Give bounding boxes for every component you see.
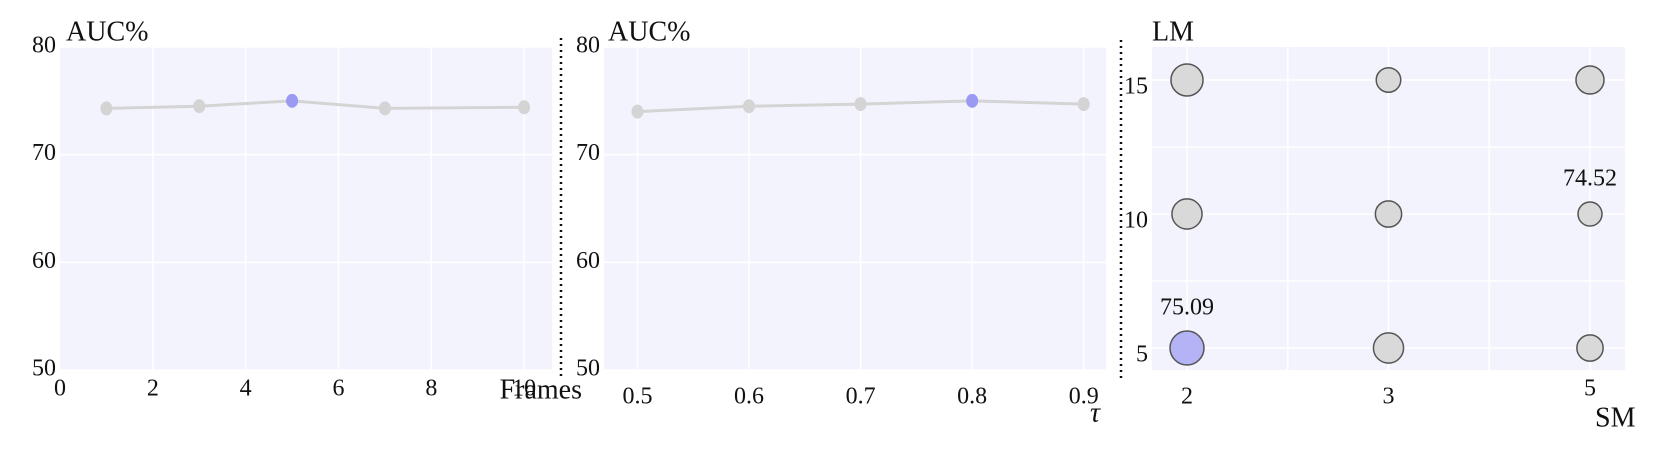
plot-background <box>60 47 552 370</box>
point <box>1077 97 1090 112</box>
x-tick-label: 6 <box>332 376 344 402</box>
y-tick-label: 5 <box>1136 342 1148 368</box>
y-tick-label: 60 <box>32 248 56 274</box>
point <box>518 100 531 115</box>
y-tick-label: 15 <box>1124 74 1148 100</box>
x-tick-label: 0.6 <box>734 384 764 410</box>
x-tick-label: 0.7 <box>846 384 876 410</box>
x-tick-label: 0 <box>54 376 66 402</box>
x-axis-label: Frames <box>500 374 582 405</box>
point <box>100 101 113 116</box>
x-tick-label: 10 <box>512 376 536 402</box>
data-label: 75.09 <box>1160 295 1214 321</box>
bubble <box>1169 330 1205 366</box>
y-tick-label: 70 <box>32 140 56 166</box>
y-tick-label: 50 <box>32 356 56 382</box>
point <box>193 99 206 114</box>
point <box>743 99 756 114</box>
x-axis-label: τ <box>1090 397 1101 428</box>
bubble <box>1171 198 1203 230</box>
plot-background <box>604 47 1106 370</box>
data-label: 74.52 <box>1563 166 1617 192</box>
x-tick-label: 3 <box>1383 384 1395 410</box>
y-tick-label: 80 <box>32 33 56 59</box>
y-tick-label: 10 <box>1124 208 1148 234</box>
y-axis-label: AUC% <box>66 16 148 47</box>
y-tick-label: 70 <box>576 140 600 166</box>
x-tick-label: 2 <box>1181 384 1193 410</box>
x-tick-label: 0.9 <box>1069 384 1099 410</box>
x-axis-label: SM <box>1595 402 1636 433</box>
y-tick-label: 60 <box>576 248 600 274</box>
x-tick-label: 2 <box>147 376 159 402</box>
bubble <box>1170 63 1204 97</box>
point <box>286 93 299 108</box>
x-tick-label: 4 <box>240 376 252 402</box>
point <box>378 101 391 116</box>
x-tick-label: 0.8 <box>957 384 987 410</box>
bubble <box>1372 332 1405 364</box>
x-tick-label: 5 <box>1584 376 1596 402</box>
bubble <box>1577 201 1603 227</box>
point <box>854 97 867 112</box>
x-tick-label: 0.5 <box>622 384 652 410</box>
bubble <box>1375 66 1402 94</box>
point <box>631 104 644 119</box>
bubble <box>1374 200 1403 228</box>
y-axis-label: AUC% <box>608 16 690 47</box>
y-tick-label: 50 <box>576 356 600 382</box>
point <box>966 93 979 108</box>
bubble <box>1576 334 1604 362</box>
x-tick-label: 8 <box>425 376 437 402</box>
y-axis-label: LM <box>1152 16 1194 47</box>
bubble <box>1575 65 1605 95</box>
y-tick-label: 80 <box>576 33 600 59</box>
